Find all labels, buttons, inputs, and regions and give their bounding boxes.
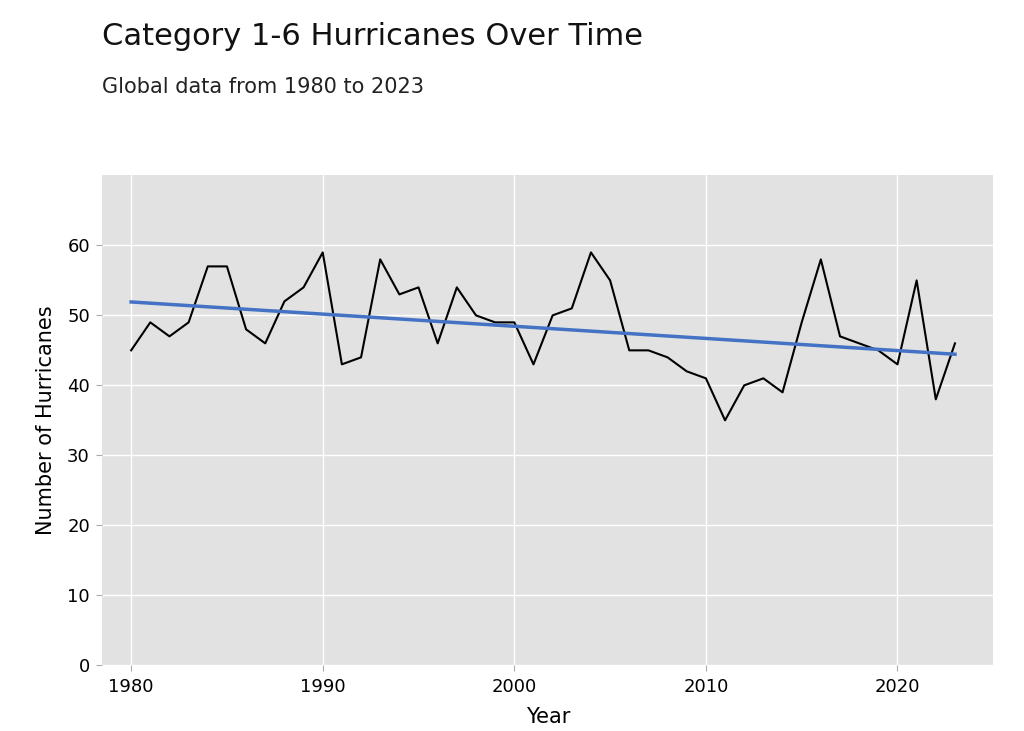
Text: Category 1-6 Hurricanes Over Time: Category 1-6 Hurricanes Over Time	[102, 22, 643, 51]
Text: Global data from 1980 to 2023: Global data from 1980 to 2023	[102, 77, 424, 96]
X-axis label: Year: Year	[525, 707, 570, 727]
Y-axis label: Number of Hurricanes: Number of Hurricanes	[36, 306, 56, 535]
